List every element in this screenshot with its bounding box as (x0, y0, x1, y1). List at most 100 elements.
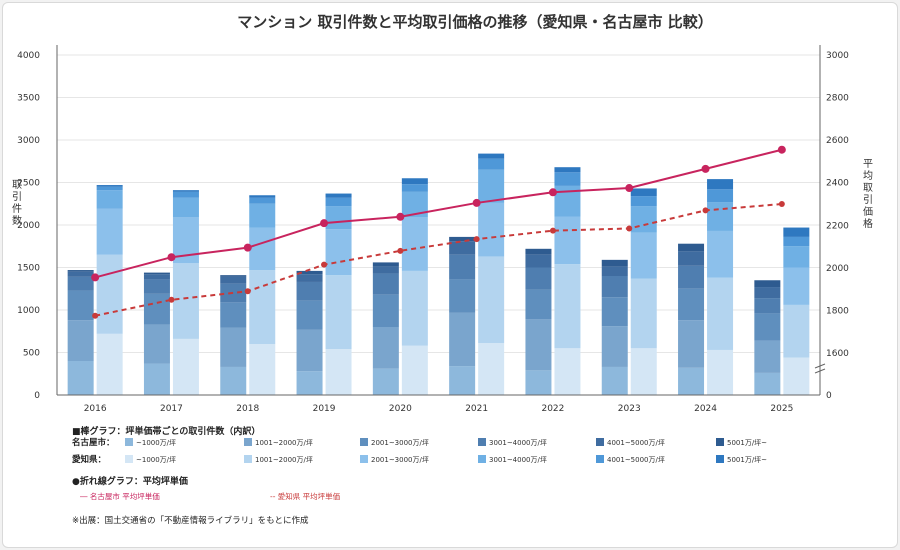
bar-segment-aichi (554, 264, 581, 349)
right-tick-label: 3000 (826, 51, 849, 61)
x-tick-label: 2016 (84, 404, 107, 414)
legend-swatch (478, 455, 486, 463)
bar-segment-nagoya (143, 274, 170, 280)
bar-segment-aichi (249, 203, 276, 228)
x-tick-label: 2023 (618, 404, 641, 414)
bar-legend: 名古屋市： ~1000万/坪 1001~2000万/坪 2001~3000万/坪 300… (72, 437, 767, 465)
aichi-price-point (702, 207, 709, 214)
bar-segment-nagoya (372, 368, 399, 395)
aichi-price-point (321, 261, 328, 268)
right-tick-label: 1800 (826, 306, 849, 316)
bar-segment-nagoya (296, 274, 323, 282)
bar-segment-aichi (707, 202, 734, 231)
bar-segment-aichi (96, 185, 123, 187)
nagoya-price-point (91, 273, 100, 282)
axis-break-mark (814, 363, 826, 369)
bar-segment-nagoya (449, 254, 476, 280)
bar-segment-aichi (783, 227, 810, 237)
bar-segment-aichi (783, 246, 810, 268)
x-tick-label: 2019 (313, 404, 336, 414)
legend-row-label: 名古屋市： (72, 437, 115, 448)
legend-band-label: 1001~2000万/坪 (255, 456, 313, 464)
bar-segment-aichi (478, 153, 505, 159)
bar-segment-nagoya (525, 267, 552, 290)
bar-segment-nagoya (296, 329, 323, 372)
bar-segment-aichi (478, 256, 505, 344)
legend-swatch (716, 455, 724, 463)
legend-swatch (716, 438, 724, 446)
bar-segment-nagoya (220, 366, 247, 395)
legend-band-label: ~1000万/坪 (136, 439, 176, 447)
bar-segment-aichi (783, 304, 810, 358)
bar-segment-nagoya (678, 288, 705, 321)
x-axis-ticks: 2016 2017 2018 2019 2020 2021 2022 2023 2024 2025 (84, 404, 794, 414)
right-tick-label: 2600 (826, 136, 849, 146)
bar-segment-nagoya (296, 300, 323, 330)
bar-segment-nagoya (601, 276, 628, 298)
aichi-price-point (244, 288, 251, 295)
bar-segment-aichi (630, 196, 657, 207)
bar-segment-nagoya (220, 276, 247, 284)
bar-segment-nagoya (449, 241, 476, 255)
bar-segment-aichi (554, 172, 581, 186)
bar-segment-nagoya (143, 279, 170, 294)
legend-swatch (596, 438, 604, 446)
bar-segment-nagoya (296, 281, 323, 301)
bar-segment-nagoya (372, 294, 399, 327)
bar-segment-nagoya (143, 272, 170, 275)
bar-segment-aichi (554, 167, 581, 173)
legend-swatch (360, 438, 368, 446)
right-axis-title-char: 取 (863, 182, 873, 194)
legend-swatch (125, 438, 133, 446)
bar-segment-aichi (172, 197, 199, 218)
bar-segment-nagoya (372, 273, 399, 295)
legend-band-label: 4001~5000万/坪 (607, 439, 665, 447)
bar-segment-nagoya (754, 287, 781, 299)
bar-segment-nagoya (67, 276, 94, 291)
bar-segment-aichi (249, 197, 276, 204)
bar-segment-aichi (401, 217, 428, 271)
bar-segment-aichi (630, 206, 657, 233)
line-layer (91, 145, 786, 319)
bar-segment-aichi (478, 202, 505, 257)
bar-segment-aichi (707, 189, 734, 203)
bar-segment-nagoya (296, 270, 323, 275)
chart-title: マンション 取引件数と平均取引価格の推移（愛知県・名古屋市 比較） (237, 13, 712, 31)
legend-band-label: 5001万/坪~ (727, 439, 767, 447)
left-axis-title: 取引件数 (12, 179, 22, 227)
bar-segment-aichi (96, 254, 123, 334)
right-tick-label: 2000 (826, 264, 849, 274)
right-axis-title-char: 引 (863, 194, 873, 206)
nagoya-price-point (320, 219, 329, 228)
bar-segment-nagoya (372, 262, 399, 267)
bar-segment-nagoya (67, 290, 94, 321)
bar-segment-aichi (249, 227, 276, 271)
bar-segment-nagoya (449, 236, 476, 242)
bar-segment-nagoya (678, 251, 705, 266)
left-tick-label: 1500 (17, 264, 40, 274)
x-tick-label: 2017 (160, 404, 183, 414)
bar-segment-aichi (172, 190, 199, 192)
nagoya-price-point (777, 145, 786, 154)
bar-segment-aichi (401, 270, 428, 346)
bar-segment-nagoya (449, 312, 476, 367)
bar-segment-aichi (325, 349, 352, 395)
bar-segment-aichi (401, 178, 428, 185)
bar-segment-aichi (401, 184, 428, 192)
legend-line-heading: ●折れ線グラフ：平均坪単価 (72, 475, 188, 487)
bar-segment-aichi (249, 344, 276, 395)
left-tick-label: 0 (34, 391, 40, 401)
bar-segment-aichi (707, 349, 734, 395)
bar-segment-nagoya (525, 254, 552, 268)
right-axis-ticks: 1600 1800 2000 2200 2400 2600 2800 3000 0 (826, 51, 849, 401)
nagoya-price-point (472, 198, 481, 207)
bar-segment-nagoya (67, 271, 94, 277)
bar-segment-nagoya (678, 367, 705, 395)
bar-segment-aichi (783, 236, 810, 247)
bar-segment-nagoya (296, 371, 323, 395)
legend-band-label: 4001~5000万/坪 (607, 456, 665, 464)
bar-segment-aichi (96, 190, 123, 209)
bar-segment-nagoya (525, 319, 552, 371)
bar-segment-aichi (96, 186, 123, 191)
legend-band-label: 3001~4000万/坪 (489, 439, 547, 447)
